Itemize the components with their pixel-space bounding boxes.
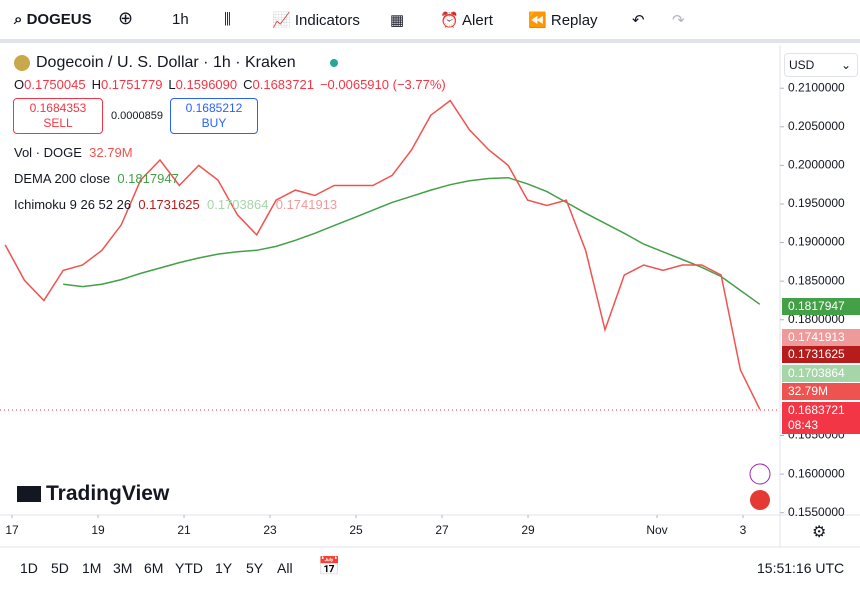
status-dot	[330, 59, 338, 67]
buy-price[interactable]: 0.1685212	[185, 101, 243, 115]
ohlc-value: 0.1683721	[252, 77, 314, 92]
value: 0.1731625	[138, 197, 200, 212]
price-line	[4, 99, 761, 410]
sell-label[interactable]: SELL	[43, 116, 73, 130]
y-tick-label: 0.2050000	[788, 119, 845, 133]
value: 0.1817947	[117, 171, 179, 186]
layout-button[interactable]: ▦	[390, 12, 405, 29]
value: 0.1703864	[207, 197, 269, 212]
x-tick-label: 25	[349, 523, 363, 537]
currency-select[interactable]: USD ⌄	[784, 53, 858, 77]
settings[interactable]: ⚙	[812, 524, 827, 541]
dema-legend: DEMA 200 close 0.1817947	[14, 171, 179, 186]
y-tick-label: 0.1550000	[788, 505, 845, 519]
y-tick-label: 0.1600000	[788, 466, 845, 480]
symbol-search[interactable]: ⌕ DOGEUSD	[14, 11, 91, 28]
label: DEMA 200 close	[14, 171, 111, 186]
y-tick-label: 0.2000000	[788, 158, 845, 172]
x-tick-label: 19	[91, 523, 105, 537]
sell-price[interactable]: 0.1684353	[29, 101, 87, 115]
range-button[interactable]: All	[277, 560, 293, 576]
label[interactable]: Alert	[462, 12, 493, 29]
x-tick-label: 29	[521, 523, 535, 537]
label: Ichimoku 9 26 52 26	[14, 197, 132, 212]
flag-icon	[750, 490, 770, 510]
range-button[interactable]: 5D	[51, 560, 69, 576]
value: 0.1741913	[275, 197, 338, 212]
dema-line	[63, 176, 761, 305]
y-tick-label: 0.1850000	[788, 273, 845, 287]
range-button[interactable]: 5Y	[246, 560, 264, 576]
y-tick-label: 0.1800000	[788, 312, 845, 326]
label[interactable]: Indicators	[294, 12, 360, 29]
range-button[interactable]: 3M	[113, 560, 133, 576]
symbol[interactable]: DOGEUSD	[26, 11, 91, 28]
value: 32.79M	[89, 145, 133, 160]
ichimoku-legend: Ichimoku 9 26 52 26 0.1731625 0.1703864 …	[14, 197, 337, 212]
x-tick-label: 3	[740, 523, 747, 537]
chart-type[interactable]: ⫼	[224, 11, 231, 28]
legend-title: Dogecoin / U. S. Dollar · 1h · Kraken	[36, 54, 296, 71]
y-tick-label: 0.1900000	[788, 235, 845, 249]
redo[interactable]: ↷	[672, 12, 685, 29]
ohlc: O0.1750045 H0.1751779 L0.1596090 C0.1683721…	[14, 77, 446, 92]
ohlc-value: 0.1751779	[100, 77, 163, 92]
label: Vol · DOGE	[14, 145, 82, 160]
event-icon	[749, 463, 771, 485]
compare-button[interactable]: ⊕	[118, 8, 134, 28]
range-button[interactable]: 1M	[82, 560, 102, 576]
price-label: 32.79M	[782, 383, 860, 400]
y-tick-label: 0.1950000	[788, 196, 845, 210]
indicators-button[interactable]: 📈 Indicators	[272, 12, 360, 29]
x-tick-label: 27	[435, 523, 449, 537]
alert-button[interactable]: ⏰ Alert	[440, 12, 493, 29]
replay-button[interactable]: ⏪ Replay	[528, 12, 598, 29]
x-tick-label: Nov	[646, 523, 667, 537]
volume-legend: Vol · DOGE 32.79M	[14, 145, 133, 160]
y-tick-label: 0.2100000	[788, 80, 845, 94]
ohlc-value: 0.1750045	[24, 77, 86, 92]
sell-button[interactable]: 0.1684353 SELL	[13, 98, 103, 134]
price-label: 0.1817947	[782, 298, 860, 315]
range-button[interactable]: 1Y	[215, 560, 233, 576]
ohlc-label: L	[168, 77, 176, 92]
clock: 15:51:16 UTC	[757, 560, 845, 576]
buy-button[interactable]: 0.1685212 BUY	[170, 98, 258, 134]
countdown: 08:43	[782, 417, 860, 434]
range-button[interactable]: 1D	[20, 560, 38, 576]
change: −0.0065910 (−3.77%)	[319, 77, 446, 92]
x-tick-label: 23	[263, 523, 277, 537]
ohlc-value: 0.1596090	[175, 77, 238, 92]
range-button[interactable]: YTD	[175, 560, 203, 576]
spread: 0.0000859	[111, 110, 163, 122]
undo[interactable]: ↶	[632, 12, 645, 29]
date-range-picker[interactable]: 📅	[318, 556, 341, 576]
price-label: 0.1683721	[782, 402, 860, 419]
coin-icon	[14, 55, 30, 71]
logo-mark	[17, 486, 41, 502]
buy-label[interactable]: BUY	[201, 116, 227, 130]
label[interactable]: Replay	[550, 12, 598, 29]
x-tick-label: 21	[177, 523, 191, 537]
price-label: 0.1741913	[782, 329, 860, 346]
price-label: 0.1703864	[782, 365, 860, 382]
range-button[interactable]: 6M	[144, 560, 164, 576]
toolbar-bg	[0, 0, 860, 40]
logo: TradingView	[46, 482, 170, 505]
ohlc-label: H	[91, 77, 101, 92]
price-label: 0.1731625	[782, 346, 860, 363]
currency[interactable]: USD	[789, 58, 815, 72]
ohlc-label: C	[243, 77, 253, 92]
interval[interactable]: 1h	[172, 11, 189, 28]
x-tick-label: 17	[5, 523, 19, 537]
ohlc-label: O	[14, 77, 25, 92]
